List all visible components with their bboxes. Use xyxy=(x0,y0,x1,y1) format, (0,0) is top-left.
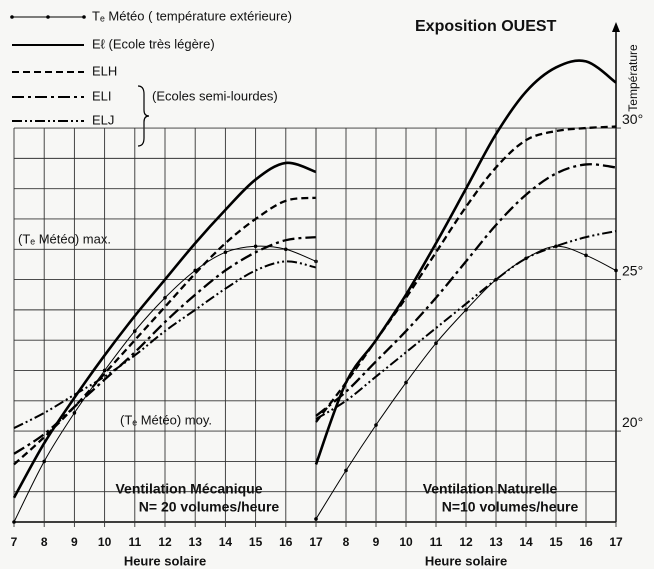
x-axis-label: Heure solaire xyxy=(124,553,206,568)
x-tick-label: 14 xyxy=(219,535,233,549)
panel-subtitle: N= 20 volumes/heure xyxy=(139,499,280,515)
series-point xyxy=(434,341,438,346)
panel-title: Ventilation Naturelle xyxy=(423,481,558,497)
series-point xyxy=(314,517,318,521)
series-point xyxy=(524,256,528,261)
x-tick-label: 16 xyxy=(279,535,293,549)
x-tick-label: 17 xyxy=(609,535,623,549)
series-point xyxy=(614,268,618,273)
panel-subtitle: N=10 volumes/heure xyxy=(442,499,579,515)
series-line xyxy=(315,230,617,420)
series-point xyxy=(253,244,258,249)
x-tick-label: 9 xyxy=(373,535,380,549)
x-tick-label: 16 xyxy=(579,535,593,549)
x-tick-label: 13 xyxy=(189,535,203,549)
legend-label: ELJ xyxy=(92,112,114,127)
series-point xyxy=(72,411,77,415)
series-point xyxy=(284,247,288,252)
series-line xyxy=(13,260,317,429)
x-tick-label: 10 xyxy=(98,535,112,549)
series-point xyxy=(133,329,137,333)
y-tick-label: 25° xyxy=(622,262,643,278)
annotation: (Tₑ Météo) moy. xyxy=(120,412,212,427)
legend-dot xyxy=(10,15,14,19)
annotation: (Tₑ Météo) max. xyxy=(18,231,111,246)
x-tick-label: 10 xyxy=(399,535,413,549)
x-tick-label: 9 xyxy=(71,535,78,549)
series-point xyxy=(404,380,408,385)
y-axis-label: Température xyxy=(626,44,640,112)
x-tick-label: 13 xyxy=(489,535,503,549)
series-point xyxy=(102,368,107,373)
series-point xyxy=(374,423,378,427)
series-line xyxy=(13,236,317,455)
x-tick-label: 7 xyxy=(11,535,18,549)
x-tick-label: 14 xyxy=(519,535,533,549)
legend-label: ELH xyxy=(92,63,117,78)
chart-title: Exposition OUEST xyxy=(415,18,557,35)
series-line xyxy=(314,59,617,465)
series-line xyxy=(315,163,617,417)
panel-title: Ventilation Mécanique xyxy=(115,481,262,497)
x-axis-label: Heure solaire xyxy=(425,553,507,568)
y-tick-label: 30° xyxy=(622,111,643,127)
series-point xyxy=(163,295,167,300)
legend-label: Eℓ (Ecole très légère) xyxy=(92,36,215,51)
x-tick-label: 15 xyxy=(249,535,263,549)
x-tick-label: 15 xyxy=(549,535,563,549)
legend-dot xyxy=(82,15,86,19)
series-point xyxy=(584,253,588,258)
legend-label: ELI xyxy=(92,88,112,103)
x-tick-label: 8 xyxy=(41,535,48,549)
x-tick-label: 12 xyxy=(459,535,473,549)
legend-brace xyxy=(137,85,150,147)
series-point xyxy=(12,520,16,524)
legend-group-label: (Ecoles semi-lourdes) xyxy=(152,88,278,103)
legend-label: Tₑ Météo ( température extérieure) xyxy=(92,8,292,23)
y-tick-label: 20° xyxy=(622,414,643,430)
x-tick-label: 11 xyxy=(430,535,443,549)
x-tick-label: 8 xyxy=(343,535,350,549)
legend-dot xyxy=(46,15,50,19)
x-tick-label: 11 xyxy=(128,535,141,549)
series-point xyxy=(464,308,468,312)
series-point xyxy=(42,459,46,464)
x-tick-label: 17 xyxy=(309,535,323,549)
x-tick-label: 12 xyxy=(158,535,172,549)
y-axis-arrow xyxy=(612,22,620,32)
series-point xyxy=(223,250,228,255)
series-point xyxy=(344,468,348,473)
series-line xyxy=(12,161,317,499)
